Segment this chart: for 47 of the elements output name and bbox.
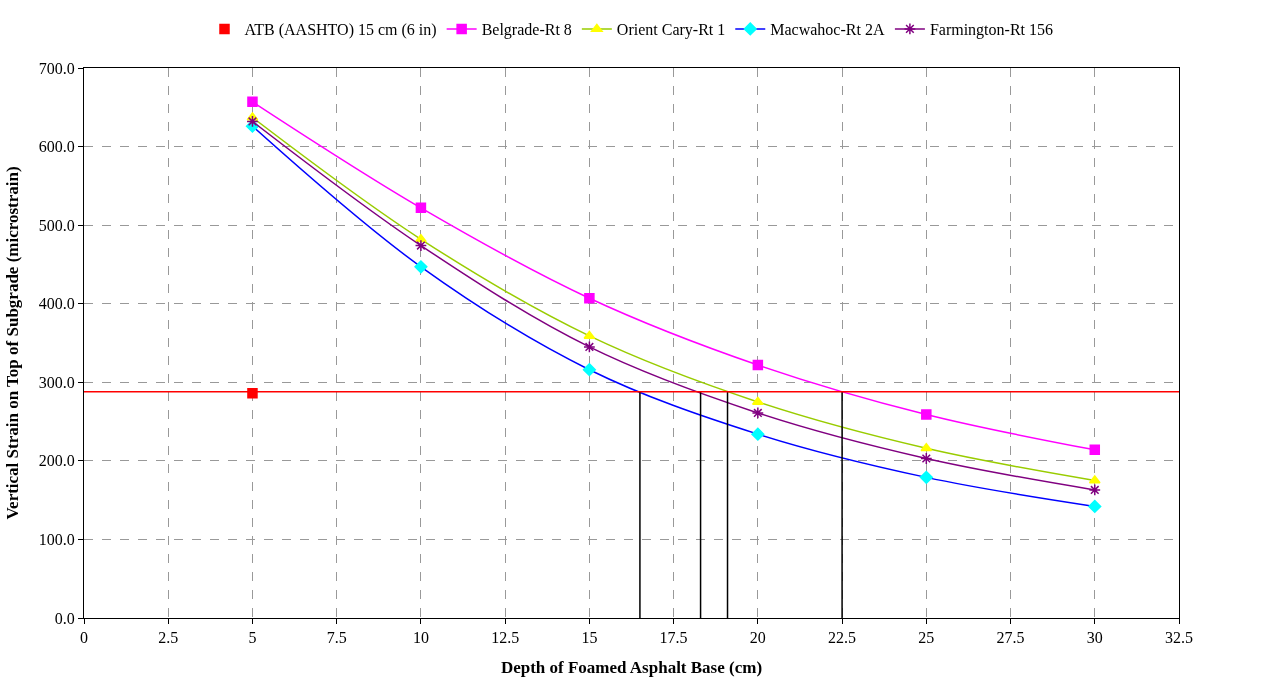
x-tick-label: 17.5 — [659, 629, 688, 647]
point — [919, 470, 933, 484]
x-tick-label: 10 — [412, 629, 429, 647]
x-axis-title: Depth of Foamed Asphalt Base (cm) — [500, 657, 763, 677]
x-tick-label: 27.5 — [996, 629, 1025, 647]
y-tick-label: 0.0 — [54, 609, 75, 627]
x-tick-label: 0 — [80, 629, 88, 647]
x-tick-label: 5 — [248, 629, 257, 647]
x-tick-label: 15 — [581, 629, 598, 647]
y-tick-label: 500.0 — [38, 216, 75, 234]
legend-label: Orient Cary-Rt 1 — [616, 21, 726, 40]
y-tick-label: 100.0 — [38, 531, 75, 549]
point — [247, 96, 258, 108]
y-tick-label: 700.0 — [38, 59, 75, 77]
x-tick-label: 22.5 — [828, 629, 857, 647]
point — [414, 260, 428, 274]
point — [1088, 499, 1102, 514]
legend-label: ATB (AASHTO) 15 cm (6 in) — [244, 21, 437, 40]
point — [751, 406, 764, 420]
point — [415, 202, 427, 214]
point — [1089, 444, 1101, 456]
y-tick-label: 400.0 — [38, 295, 75, 313]
legend-label: Macwahoc-Rt 2A — [770, 21, 885, 39]
point — [752, 359, 764, 371]
point — [583, 340, 596, 354]
x-tick-label: 7.5 — [326, 629, 347, 647]
legend-label: Belgrade-Rt 8 — [481, 21, 572, 40]
y-tick-label: 600.0 — [38, 138, 75, 156]
point — [414, 239, 428, 252]
x-tick-label: 12.5 — [491, 629, 520, 647]
point — [920, 452, 933, 465]
x-tick-label: 20 — [749, 629, 766, 647]
point — [751, 427, 765, 441]
legend-label: Farmington-Rt 156 — [929, 21, 1054, 40]
x-tick-label: 2.5 — [158, 629, 179, 647]
point — [247, 388, 258, 399]
y-tick-label: 200.0 — [38, 452, 75, 470]
point — [246, 115, 259, 128]
point — [584, 292, 595, 304]
x-tick-label: 30 — [1086, 629, 1103, 647]
point — [921, 409, 932, 420]
x-tick-label: 25 — [918, 629, 935, 647]
x-tick-label: 32.5 — [1165, 629, 1193, 647]
point — [1088, 483, 1101, 497]
y-axis-title: Vertical Strain on Top of Subgrade (microstrain) — [3, 166, 23, 520]
y-tick-label: 300.0 — [38, 373, 75, 391]
point — [582, 363, 596, 377]
